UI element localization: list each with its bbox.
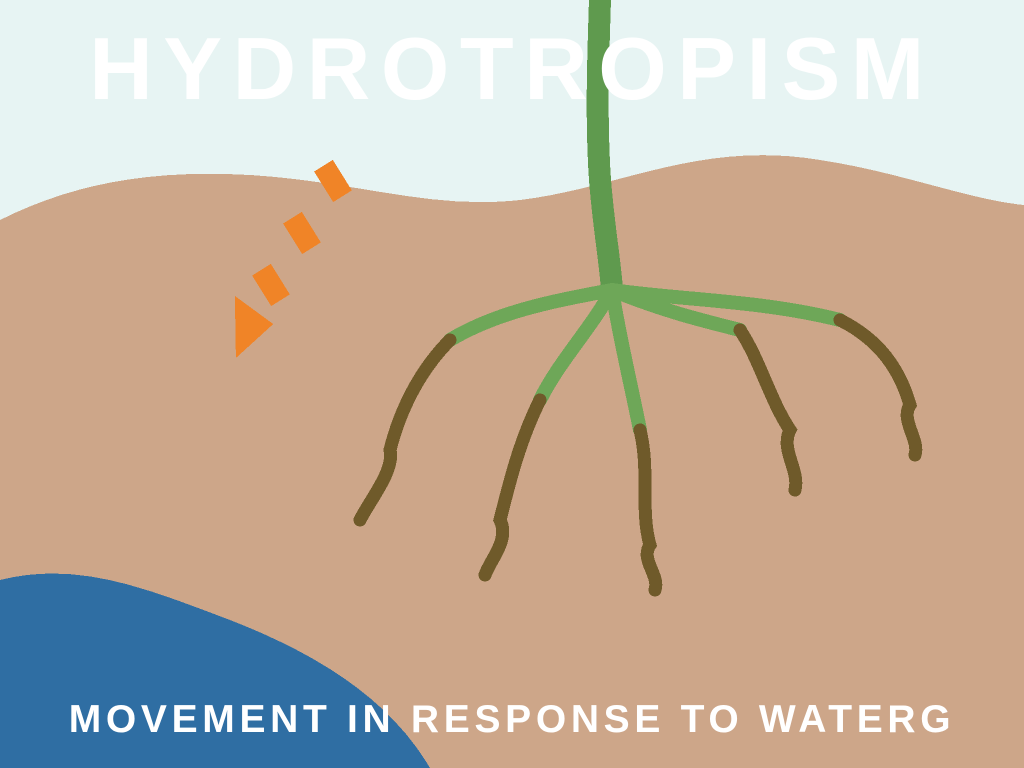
- title-text: HYDROTROPISM: [0, 18, 1024, 120]
- subtitle-text: MOVEMENT IN RESPONSE TO WATERG: [0, 698, 1024, 742]
- hydrotropism-infographic: HYDROTROPISM MOVEMENT IN RESPONSE TO WAT…: [0, 0, 1024, 768]
